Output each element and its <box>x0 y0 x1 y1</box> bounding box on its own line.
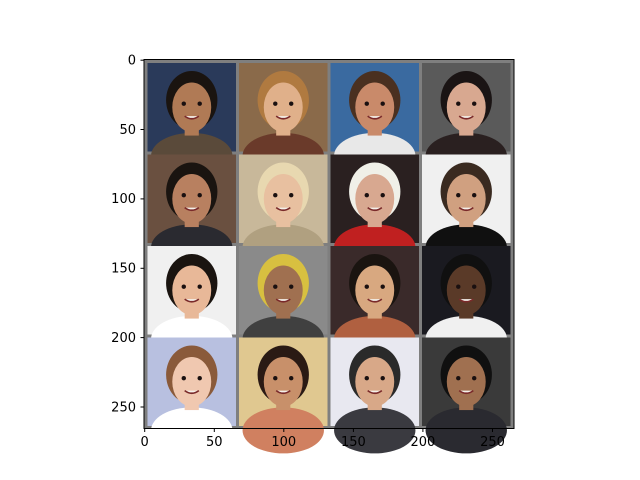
x-tick-label: 200 <box>410 435 435 450</box>
y-tick-label: 150 <box>111 262 136 277</box>
y-tick-label: 100 <box>111 192 136 207</box>
face-tile-r4c2 <box>239 337 328 454</box>
x-tick-label: 150 <box>341 435 366 450</box>
x-tick-label: 0 <box>141 435 149 450</box>
x-axis: 0 50 100 150 200 250 <box>141 428 505 450</box>
x-tick-label: 250 <box>480 435 505 450</box>
y-tick-label: 50 <box>119 123 136 138</box>
face-tile-r4c3 <box>330 337 419 454</box>
x-tick-label: 100 <box>271 435 296 450</box>
face-tile-r2c2 <box>239 154 328 271</box>
x-tick-label: 50 <box>206 435 223 450</box>
y-axis: 0 50 100 150 200 250 <box>111 54 144 415</box>
face-tile-r4c4 <box>422 337 511 454</box>
image-grid <box>144 60 514 454</box>
face-tile-r3c4 <box>422 246 511 362</box>
face-tile-r4c1 <box>147 337 236 454</box>
y-tick-label: 0 <box>128 54 136 69</box>
y-tick-label: 250 <box>111 400 136 415</box>
y-tick-label: 200 <box>111 331 136 346</box>
axes-frame <box>143 59 515 429</box>
